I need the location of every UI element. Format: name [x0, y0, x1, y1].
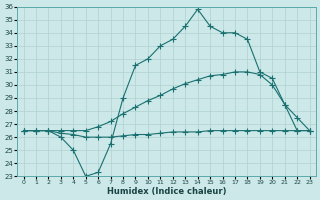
X-axis label: Humidex (Indice chaleur): Humidex (Indice chaleur)	[107, 187, 226, 196]
